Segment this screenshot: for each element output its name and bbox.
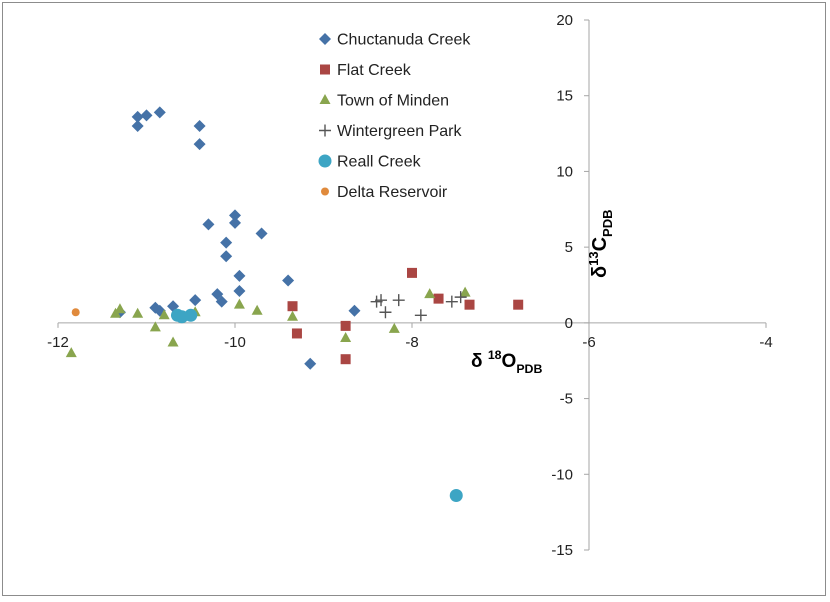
y-tick-label: -15: [551, 542, 573, 559]
chuctanuda-creek-point: [220, 250, 233, 263]
scatter-chart: -12 -10 -8 -6 -4 -15 -10 -5 0 5 10 15 20 Chuctanuda …: [47, 12, 773, 559]
town-of-minden-point: [233, 298, 245, 309]
legend-item-chuctanuda-creek: Chuctanuda Creek: [319, 32, 471, 49]
y-tick-label: 0: [565, 315, 573, 332]
x-tick-label: -8: [405, 334, 418, 351]
legend-label: Town of Minden: [337, 93, 449, 110]
town-of-minden-point: [167, 336, 179, 347]
legend-label: Chuctanuda Creek: [337, 32, 471, 49]
chuctanuda-creek-point: [255, 227, 268, 240]
y-tick-label: 10: [556, 163, 573, 180]
legend-item-flat-creek: Flat Creek: [320, 62, 412, 79]
reall-creek-point: [449, 488, 463, 502]
town-of-minden-point: [65, 347, 77, 358]
legend-label: Flat Creek: [337, 62, 412, 79]
legend-item-wintergreen-park: Wintergreen Park: [319, 123, 462, 140]
flat-creek-point: [464, 299, 475, 310]
flat-creek-point: [407, 267, 417, 278]
x-tick-label: -10: [224, 334, 246, 351]
wintergreen-park-point: [375, 294, 388, 307]
chuctanuda-creek-point: [131, 110, 144, 123]
chuctanuda-creek-point: [193, 120, 206, 132]
town-of-minden-point: [158, 309, 170, 320]
chuctanuda-creek-point: [229, 209, 241, 222]
x-tick-label: -12: [47, 334, 69, 351]
chuctanuda-creek-point: [220, 236, 233, 249]
town-of-minden-point: [110, 307, 122, 318]
legend-marker-flat-creek: [320, 64, 330, 75]
reall-creek-point: [175, 310, 189, 324]
town-of-minden-point: [149, 321, 161, 332]
chart-frame: -12 -10 -8 -6 -4 -15 -10 -5 0 5 10 15 20 Chuctanuda …: [2, 2, 826, 596]
chuctanuda-creek-point: [229, 216, 241, 229]
y-tick-label: -10: [551, 466, 573, 483]
chuctanuda-creek-point: [153, 106, 166, 119]
legend-label: Delta Reservoir: [337, 184, 448, 201]
town-of-minden-point: [459, 286, 471, 297]
legend-marker-reall-creek: [318, 154, 332, 168]
chuctanuda-creek-point: [131, 120, 144, 132]
series-flat-creek: [287, 267, 524, 365]
flat-creek-point: [433, 293, 444, 304]
wintergreen-park-point: [454, 291, 467, 304]
legend-item-delta-reservoir: Delta Reservoir: [321, 184, 448, 201]
delta-reservoir-point: [71, 308, 80, 317]
wintergreen-park-point: [445, 295, 458, 308]
wintergreen-park-point: [392, 294, 405, 307]
town-of-minden-point: [251, 304, 263, 315]
chuctanuda-creek-point: [140, 109, 153, 122]
town-of-minden-point: [114, 303, 126, 314]
flat-creek-point: [340, 320, 351, 331]
legend-label: Reall Creek: [337, 154, 422, 171]
chuctanuda-creek-point: [215, 295, 228, 308]
flat-creek-point: [513, 299, 524, 310]
flat-creek-point: [340, 354, 351, 365]
town-of-minden-point: [287, 310, 299, 321]
legend-marker-wintergreen-park: [319, 124, 331, 137]
wintergreen-park-point: [414, 309, 427, 322]
y-tick-label: 15: [556, 88, 573, 105]
legend-label: Wintergreen Park: [337, 123, 462, 140]
legend: Chuctanuda Creek Flat Creek Town of Minden…: [318, 32, 471, 201]
legend-item-town-of-minden: Town of Minden: [319, 93, 449, 110]
axes: -12 -10 -8 -6 -4 -15 -10 -5 0 5 10 15 20: [47, 12, 773, 559]
y-tick-label: -5: [560, 391, 573, 408]
series-delta-reservoir: [71, 308, 80, 317]
flat-creek-point: [291, 328, 302, 339]
chuctanuda-creek-point: [233, 285, 246, 298]
chuctanuda-creek-point: [189, 294, 202, 307]
flat-creek-point: [287, 301, 298, 312]
chuctanuda-creek-point: [304, 357, 317, 370]
legend-marker-chuctanuda-creek: [319, 33, 331, 45]
town-of-minden-point: [132, 307, 144, 318]
y-tick-label: 20: [556, 12, 573, 29]
chuctanuda-creek-point: [202, 218, 215, 231]
y-axis-label: δ13CPDB: [586, 209, 615, 278]
x-tick-label: -4: [759, 334, 772, 351]
legend-marker-town-of-minden: [319, 94, 331, 104]
chuctanuda-creek-point: [193, 138, 206, 151]
legend-marker-delta-reservoir: [321, 187, 329, 196]
town-of-minden-point: [424, 288, 436, 299]
x-tick-label: -6: [582, 334, 595, 351]
data-points: [65, 106, 524, 502]
legend-item-reall-creek: Reall Creek: [318, 154, 422, 171]
chuctanuda-creek-point: [348, 304, 361, 317]
chuctanuda-creek-point: [282, 274, 295, 287]
series-wintergreen-park: [370, 291, 467, 322]
y-tick-label: 5: [565, 239, 573, 256]
chuctanuda-creek-point: [233, 269, 246, 282]
town-of-minden-point: [388, 322, 400, 333]
series-reall-creek: [170, 308, 463, 502]
wintergreen-park-point: [379, 306, 392, 319]
x-axis-label: δ 18OPDB: [471, 348, 542, 376]
town-of-minden-point: [340, 332, 352, 342]
